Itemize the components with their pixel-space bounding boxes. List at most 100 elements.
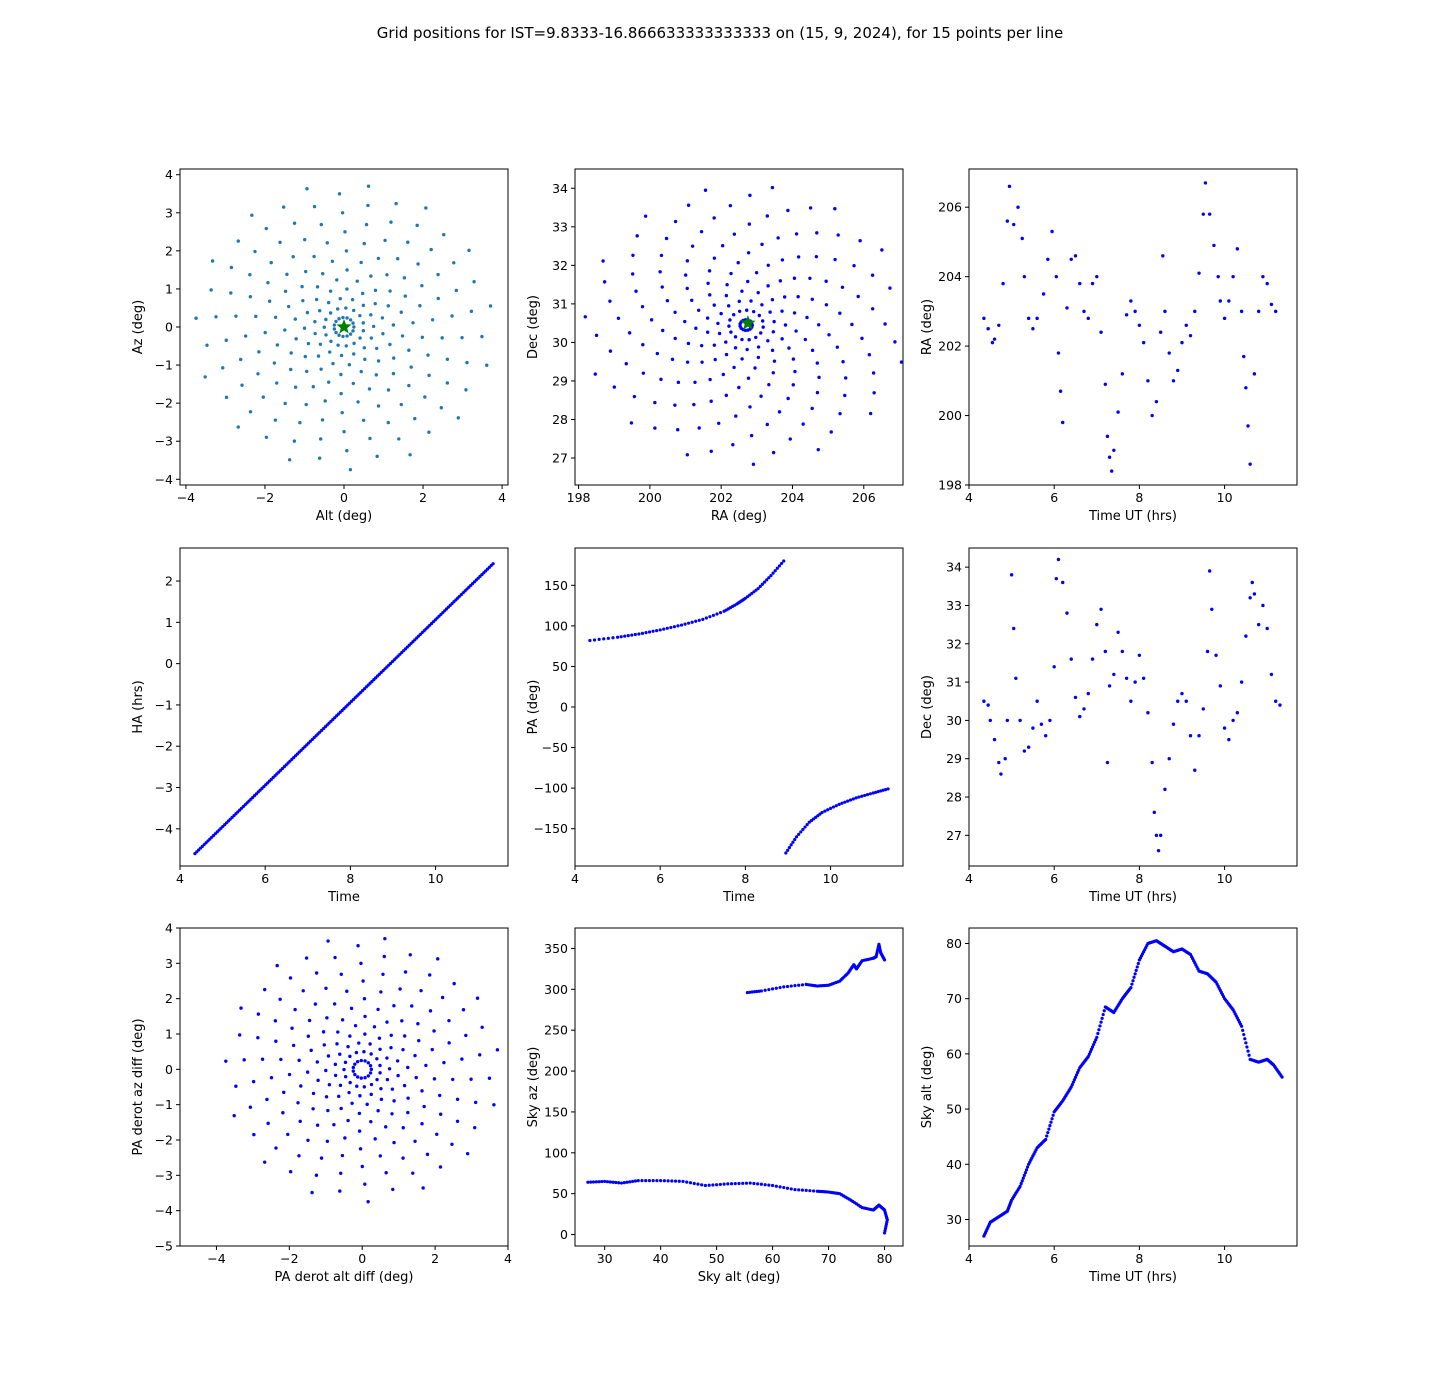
data-point [1120,372,1125,376]
data-point [703,188,708,192]
data-point [756,1182,760,1186]
data-point [588,638,592,643]
data-point [796,295,800,299]
data-point [358,336,362,340]
data-point [1246,424,1250,428]
data-point [336,343,340,347]
data-point [1244,386,1248,390]
data-point [362,1050,366,1054]
data-point [340,1018,345,1022]
y-tick-label: −3 [155,780,173,795]
data-point [756,290,760,295]
data-point [388,342,392,347]
data-point [390,1112,394,1116]
data-point [786,396,790,401]
data-point [401,1156,405,1160]
data-point [351,1065,356,1070]
y-tick-label: 1 [165,1027,173,1042]
data-point [732,232,737,236]
y-tick-label: 300 [544,982,568,997]
data-point [1150,760,1154,765]
data-point [1130,982,1134,986]
data-point [473,1100,478,1105]
data-point [644,631,648,635]
data-point [291,1043,296,1048]
data-point [305,310,310,315]
data-point [1265,281,1269,286]
data-point [1048,1124,1052,1128]
y-tick-label: 198 [938,478,962,493]
data-point [766,263,770,268]
x-axis-label: RA (deg) [711,509,767,524]
data-point [1154,399,1159,404]
data-point [256,372,260,376]
data-point [701,617,705,621]
data-point [666,1179,670,1183]
data-point [315,1123,320,1127]
data-point [750,990,754,994]
plot-frame [968,168,1298,486]
data-point [203,375,207,379]
data-point [351,1069,356,1073]
data-point [766,339,770,343]
chart-sky-az-alt: 30 40 50 60 70 80 0 50 100 150 200 250 300 350 Sky alt… [526,927,904,1285]
data-point [420,335,425,339]
data-point [673,403,677,407]
data-point [673,336,677,341]
data-point [717,421,721,425]
data-point [665,626,669,630]
data-point [761,325,765,329]
data-point [1184,699,1188,703]
data-point [690,244,695,248]
data-point [753,366,757,370]
data-point [383,238,387,243]
data-point [416,262,420,266]
data-point [733,346,738,350]
data-point [386,304,390,308]
data-point [440,336,444,340]
data-point [368,1042,372,1046]
data-point [331,361,335,366]
data-point [732,365,736,370]
data-point [986,327,990,331]
data-point [843,376,848,380]
data-point [236,239,240,243]
data-point [797,832,801,836]
y-tick-label: −5 [155,1239,173,1254]
data-point [351,381,355,386]
data-point [305,1070,310,1074]
data-point [1116,630,1120,634]
data-point [1025,1165,1030,1169]
data-point [314,1173,319,1177]
y-tick-label: 0 [560,700,568,715]
data-point [893,340,897,344]
data-point [266,280,270,285]
data-point [736,260,740,265]
data-point [410,1004,414,1008]
data-point [626,634,630,638]
data-point [353,1023,358,1028]
data-point [363,1032,367,1036]
data-point [351,321,355,325]
data-point [438,1165,443,1169]
data-point [332,1002,337,1006]
data-point [1051,1113,1055,1117]
data-point [1105,434,1110,439]
data-point [254,314,258,319]
data-point [306,1034,311,1038]
data-point [391,371,396,376]
data-point [339,353,344,358]
data-point [665,298,670,303]
data-point [1090,1045,1095,1049]
data-point [369,1082,374,1087]
y-tick-label: 2 [165,243,173,258]
y-tick-label: 206 [938,200,962,215]
data-point [343,230,347,234]
data-point [326,1108,330,1113]
data-point [420,283,424,288]
y-tick-label: −2 [155,396,173,411]
data-point [347,1090,351,1095]
data-point [302,326,307,330]
data-point [1035,316,1039,321]
data-point [366,184,371,188]
